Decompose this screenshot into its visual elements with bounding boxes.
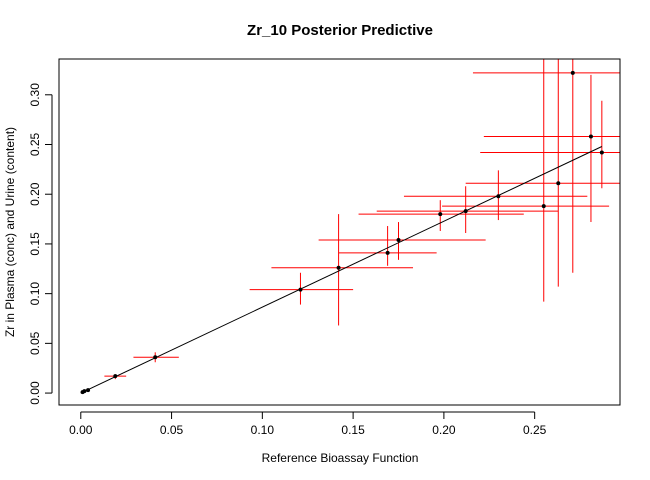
- x-tick-label: 0.00: [69, 423, 93, 437]
- data-point: [541, 204, 546, 209]
- data-point: [496, 194, 501, 199]
- data-point-group: [480, 100, 620, 189]
- data-point: [588, 134, 593, 139]
- y-axis-label: Zr in Plasma (conc) and Urine (content): [3, 127, 17, 337]
- data-point-group: [403, 170, 588, 221]
- data-point: [113, 374, 118, 379]
- data-point: [463, 209, 468, 214]
- y-tick-label: 0.10: [28, 282, 42, 306]
- data-point: [385, 250, 390, 255]
- data-point: [556, 181, 561, 186]
- x-tick-label: 0.05: [160, 423, 184, 437]
- data-point: [599, 150, 604, 155]
- x-axis-label: Reference Bioassay Function: [262, 451, 419, 465]
- data-point-group: [483, 74, 620, 223]
- y-tick-label: 0.30: [28, 83, 42, 107]
- data-point-group: [472, 59, 620, 273]
- fit-line: [80, 146, 603, 394]
- y-tick-label: 0.00: [28, 381, 42, 405]
- data-point: [86, 388, 91, 393]
- plot-frame: [58, 58, 621, 406]
- x-tick-label: 0.15: [341, 423, 365, 437]
- data-point: [153, 355, 158, 360]
- data-point-group: [465, 59, 620, 287]
- plot-marks: [80, 59, 620, 395]
- y-axis: 0.00 0.05 0.10 0.15 0.20 0.25 0.30: [28, 83, 53, 405]
- x-axis: 0.00 0.05 0.10 0.15 0.20 0.25: [69, 411, 547, 437]
- x-tick-label: 0.20: [432, 423, 456, 437]
- data-point: [396, 237, 401, 242]
- data-point: [438, 212, 443, 217]
- chart-title: Zr_10 Posterior Predictive: [247, 22, 433, 39]
- data-point: [570, 70, 575, 75]
- y-tick-label: 0.25: [28, 133, 42, 157]
- x-tick-label: 0.25: [523, 423, 547, 437]
- data-point-group: [442, 59, 610, 302]
- data-point: [82, 389, 87, 394]
- y-tick-label: 0.05: [28, 331, 42, 355]
- y-tick-label: 0.15: [28, 232, 42, 256]
- y-tick-label: 0.20: [28, 182, 42, 206]
- data-point: [298, 287, 303, 292]
- x-tick-label: 0.10: [251, 423, 275, 437]
- data-point: [336, 265, 341, 270]
